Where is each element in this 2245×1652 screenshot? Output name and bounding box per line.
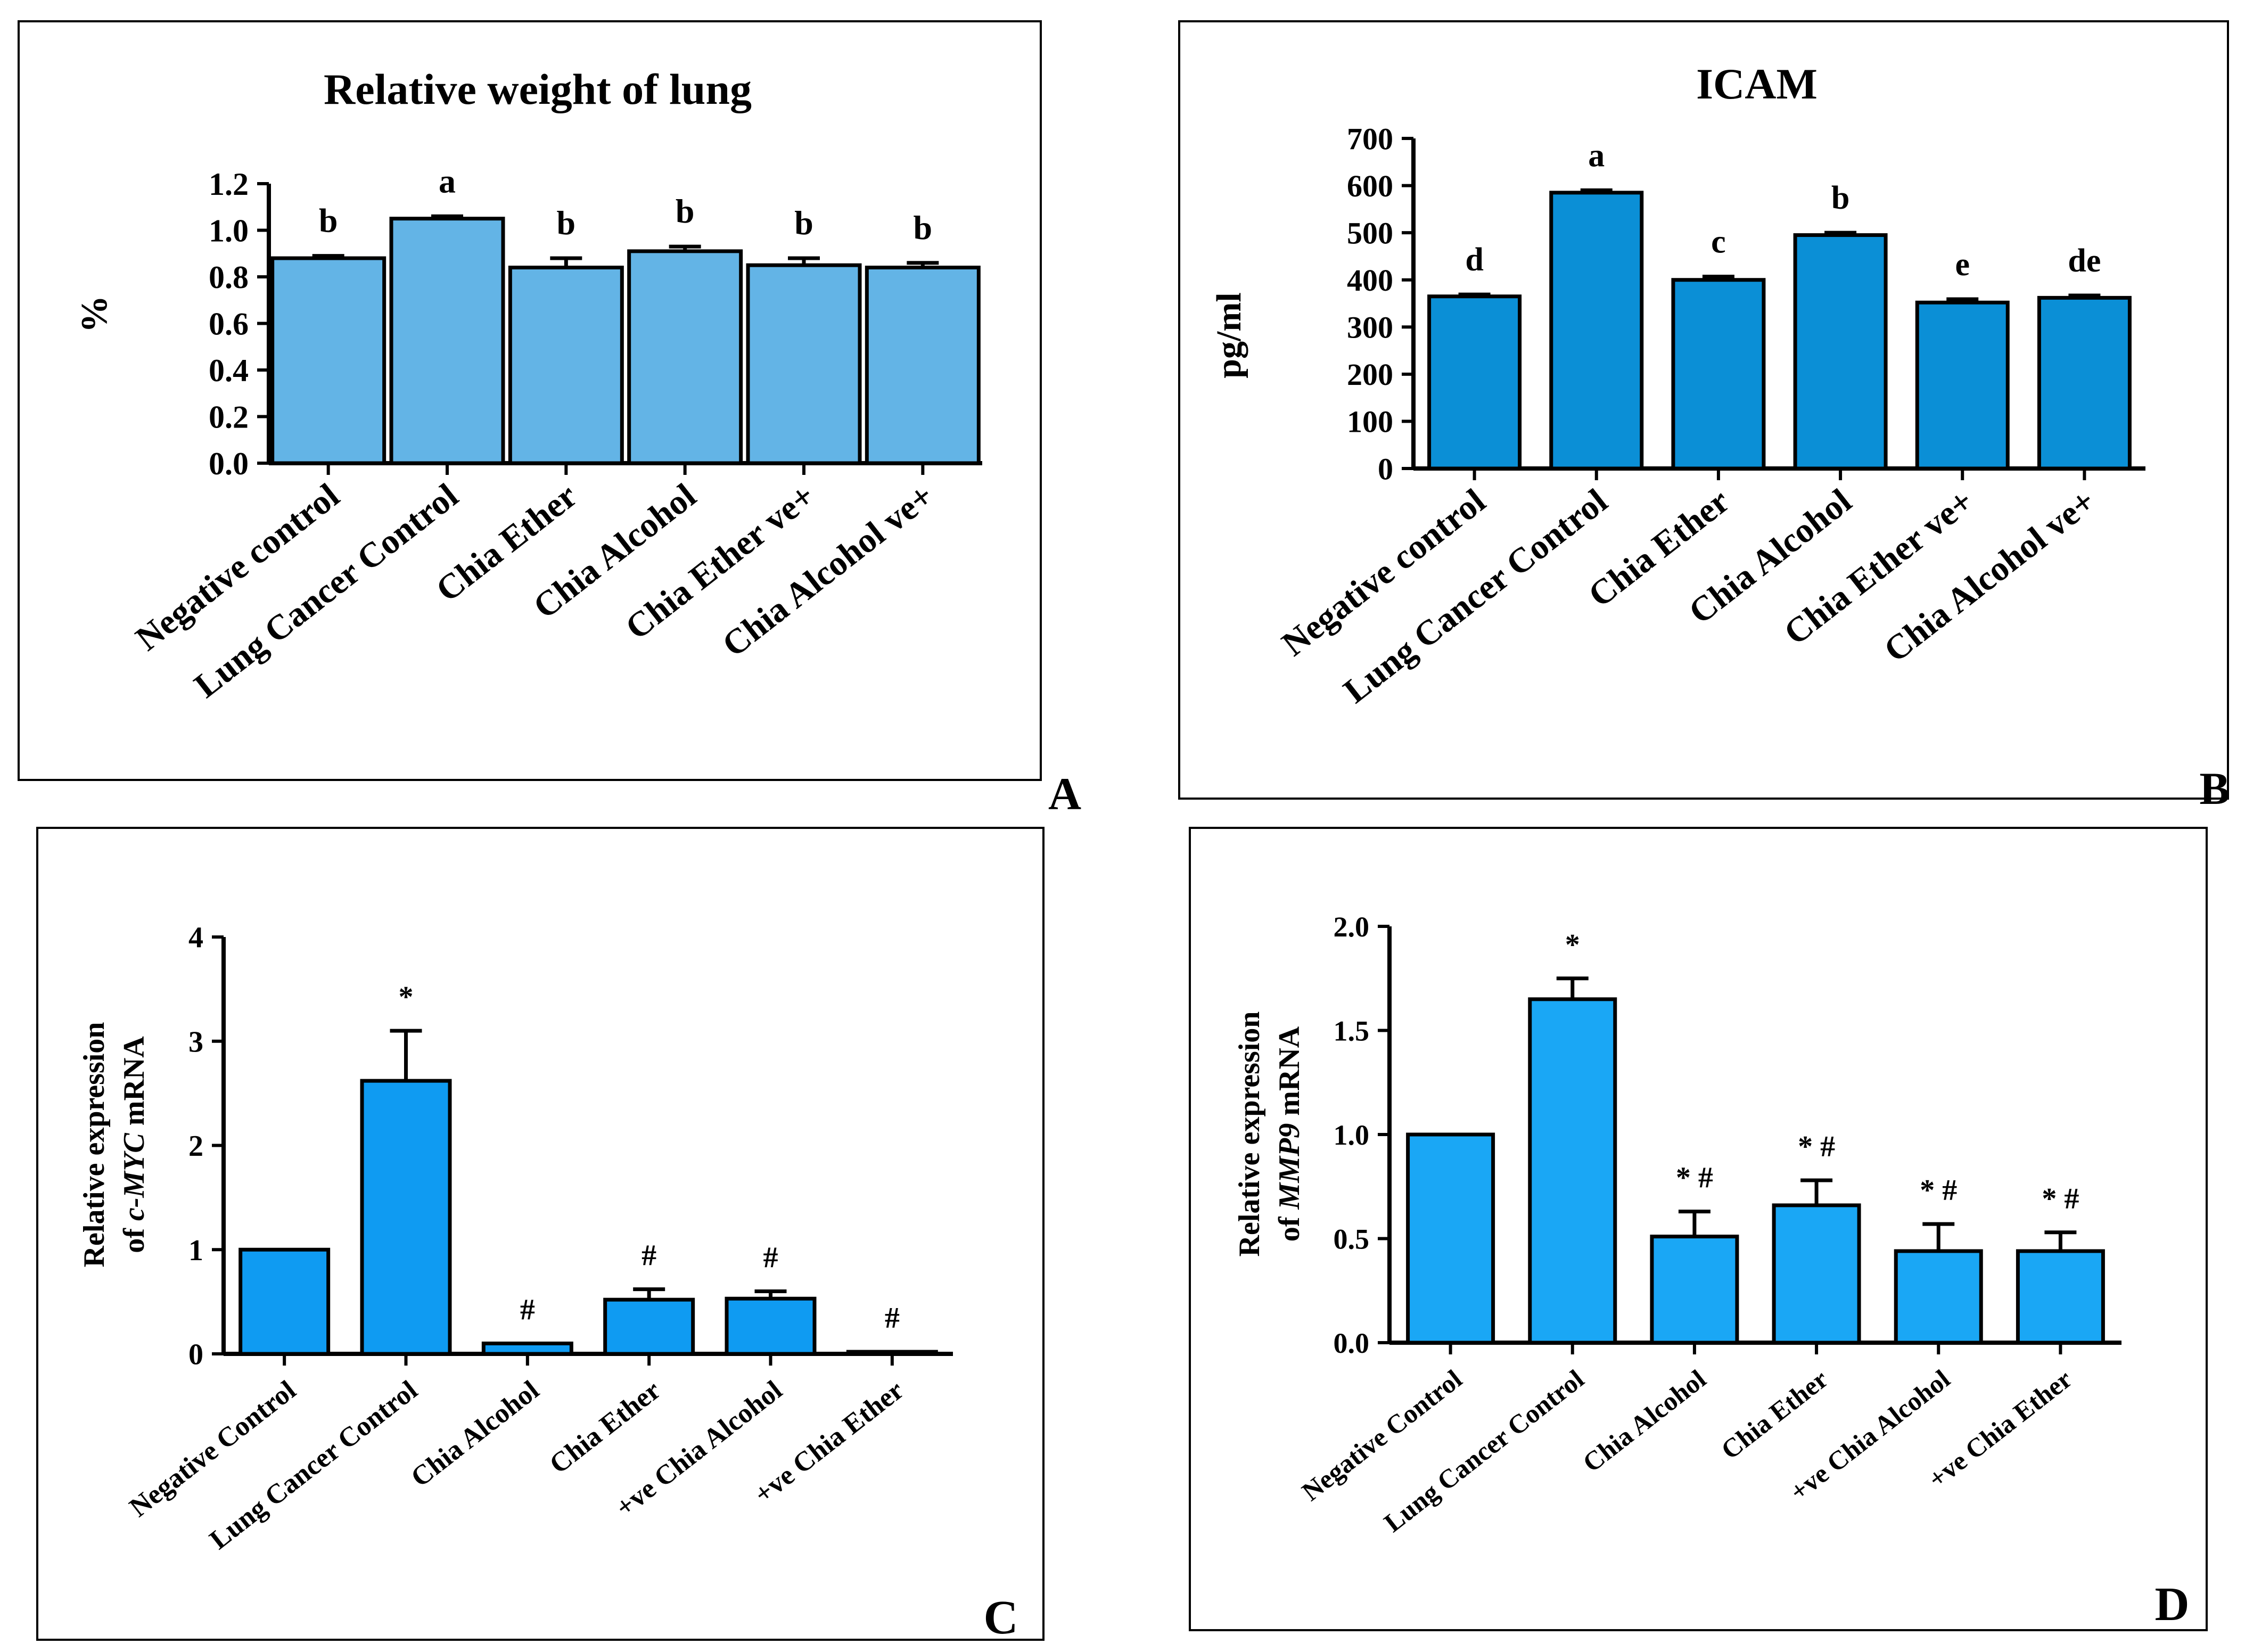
y-tick-label: 400 [1347, 263, 1393, 298]
bar [603, 1297, 695, 1356]
y-axis-label-prefix: of [1273, 1210, 1306, 1242]
significance-label: c [1711, 224, 1726, 260]
y-axis-label: pg/ml [1210, 292, 1248, 378]
y-tick-label: 0.2 [209, 400, 249, 435]
y-tick-label: 0.0 [1334, 1327, 1370, 1359]
bar [865, 266, 981, 465]
significance-label: b [914, 209, 933, 246]
y-axis-label: Relative expression of c-MYC mRNA [78, 1022, 151, 1268]
y-tick-label: 0.5 [1334, 1223, 1370, 1255]
y-tick-label: 700 [1347, 121, 1393, 156]
significance-label: de [2068, 243, 2101, 279]
y-tick-label: 1.0 [209, 213, 249, 249]
y-axis-label-line1: Relative expression [1233, 1012, 1266, 1257]
y-tick-label: 0.4 [209, 353, 249, 388]
panel-letter: C [984, 1591, 1018, 1644]
y-tick-label: 0.8 [209, 260, 249, 295]
bar [239, 1247, 331, 1356]
significance-label: d [1465, 242, 1483, 278]
y-axis-label-gene: MMP9 [1273, 1123, 1306, 1210]
significance-label: b [557, 204, 576, 242]
panel-letter: A [1048, 768, 1081, 819]
y-axis-label-suffix: mRNA [1273, 1026, 1306, 1123]
panel-letter: B [2199, 763, 2230, 814]
y-axis-label-line2: of MMP9 mRNA [1273, 1026, 1306, 1242]
y-tick-label: 1 [188, 1234, 203, 1267]
significance-label: a [439, 162, 456, 200]
bar [1549, 191, 1644, 471]
y-axis-label-gene: c-MYC [118, 1133, 151, 1221]
bar [627, 249, 743, 465]
panel-a: Relative weight of lung% 0.0 0.2 0.4 0.6 0.8 1… [18, 20, 1081, 819]
y-tick-label: 4 [188, 922, 203, 955]
panel-b: ICAMpg/ml0100200300400500600700dNegative… [1178, 20, 2230, 814]
significance-label: * [1565, 928, 1580, 961]
significance-label: # [763, 1242, 778, 1275]
y-tick-label: 300 [1347, 310, 1393, 345]
bar [1406, 1132, 1495, 1345]
bar [1650, 1235, 1739, 1345]
bar [1772, 1203, 1861, 1345]
bar [481, 1341, 573, 1356]
significance-label: # [642, 1239, 656, 1272]
significance-label: * # [1798, 1130, 1835, 1163]
chart-title: Relative weight of lung [324, 65, 752, 113]
panels-layer: Relative weight of lung% 0.0 0.2 0.4 0.6 0.8 1… [18, 20, 2230, 1644]
panel-c: Relative expression of c-MYC mRNA01234Neg… [36, 827, 1045, 1644]
panel-frame [36, 827, 1045, 1641]
bar [725, 1296, 817, 1356]
bar [1915, 300, 2010, 471]
significance-label: b [319, 202, 338, 240]
y-axis-label-line1: Relative expression [78, 1022, 111, 1268]
bar [360, 1079, 452, 1356]
y-axis-label-prefix: of [118, 1221, 151, 1253]
y-tick-label: 0.0 [209, 446, 249, 481]
y-tick-label: 1.0 [1334, 1119, 1370, 1151]
y-tick-label: 200 [1347, 357, 1393, 392]
bar [1528, 997, 1617, 1345]
y-axis-label: Relative expression of MMP9 mRNA [1233, 1012, 1306, 1257]
bar [389, 217, 505, 465]
y-tick-label: 100 [1347, 405, 1393, 439]
y-axis-label-line2: of c-MYC mRNA [118, 1036, 151, 1253]
significance-label: e [1955, 246, 1970, 283]
bar [1427, 294, 1522, 471]
bar [270, 256, 386, 465]
y-tick-label: 0.6 [209, 307, 249, 342]
bar [1894, 1249, 1983, 1345]
y-tick-label: 600 [1347, 169, 1393, 203]
significance-label: * # [2042, 1182, 2079, 1215]
y-tick-label: 2.0 [1334, 911, 1370, 943]
bar [2037, 295, 2132, 471]
significance-label: # [520, 1293, 535, 1326]
bar [1793, 233, 1888, 471]
y-tick-label: 0 [1378, 451, 1393, 486]
bar [1671, 278, 1766, 471]
bar [508, 266, 624, 465]
significance-label: * # [1676, 1162, 1713, 1195]
y-tick-label: 3 [188, 1025, 203, 1058]
y-tick-label: 1.5 [1334, 1015, 1370, 1047]
y-axis-label: % [74, 295, 115, 333]
panel-frame [1189, 827, 2208, 1631]
significance-label: b [794, 204, 813, 242]
bar [746, 263, 862, 465]
y-tick-label: 1.2 [209, 167, 249, 202]
significance-label: b [676, 192, 695, 230]
panel-d: Relative expression of MMP9 mRNA 0.0 0.5 1.0… [1189, 827, 2208, 1631]
y-tick-label: 500 [1347, 216, 1393, 250]
y-tick-label: 0 [188, 1338, 203, 1371]
bar [2016, 1249, 2105, 1345]
chart-title: ICAM [1696, 60, 1818, 108]
significance-label: * # [1920, 1174, 1957, 1207]
significance-label: # [885, 1302, 900, 1335]
y-tick-label: 2 [188, 1130, 203, 1163]
bar [846, 1350, 938, 1356]
panel-letter: D [2155, 1578, 2190, 1631]
significance-label: b [1831, 180, 1849, 216]
significance-label: a [1588, 137, 1605, 174]
significance-label: * [399, 981, 414, 1014]
y-axis-label-suffix: mRNA [118, 1036, 151, 1133]
